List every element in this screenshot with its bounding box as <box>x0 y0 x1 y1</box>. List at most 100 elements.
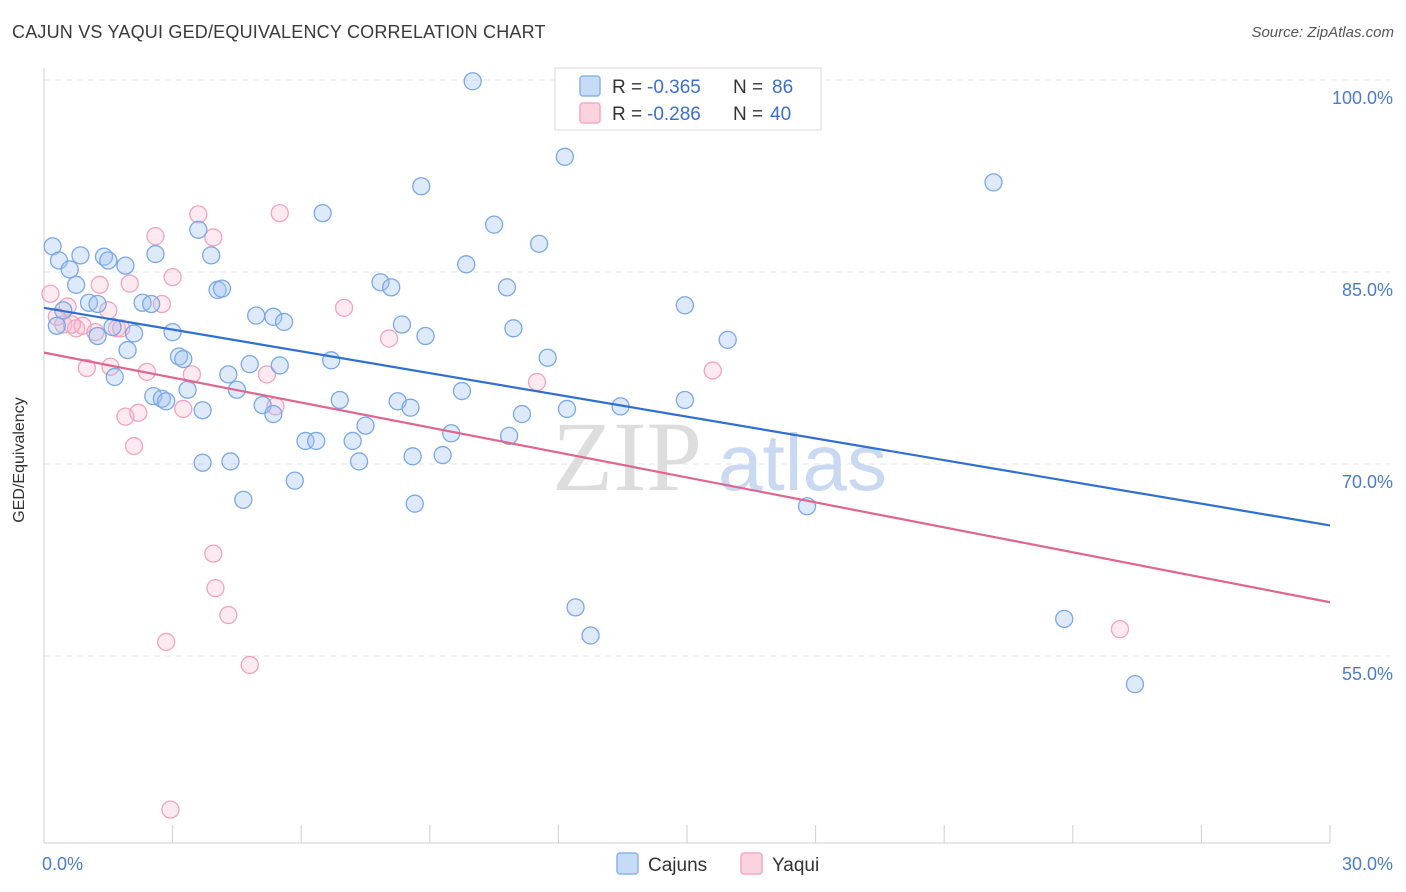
cajuns-point-85 <box>47 316 67 335</box>
cajuns-point-44 <box>296 431 315 451</box>
yaqui-trendline <box>43 351 1331 604</box>
cajuns-point-74 <box>555 147 574 166</box>
cajuns-point-37 <box>270 356 289 375</box>
cajuns-point-69 <box>497 278 517 297</box>
cajuns-point-25 <box>157 392 176 411</box>
cajuns-point-66 <box>484 215 504 234</box>
yaqui-point-8 <box>90 275 109 294</box>
cajuns-point-78 <box>675 296 695 315</box>
cajuns-point-76 <box>581 626 600 645</box>
cajuns-point-26 <box>193 401 212 420</box>
cajuns-point-50 <box>349 452 369 471</box>
cajuns-point-79 <box>675 390 695 410</box>
legend-yaqui-r-label: R = <box>612 104 642 125</box>
cajuns-point-49 <box>343 431 362 451</box>
cajuns-point-30 <box>212 279 232 298</box>
cajuns-point-27 <box>189 220 208 239</box>
cajuns-point-38 <box>274 312 294 332</box>
yaqui-point-0 <box>41 284 60 303</box>
chart-title: CAJUN VS YAQUI GED/EQUIVALENCY CORRELATI… <box>12 22 546 42</box>
yaqui-point-29 <box>257 365 277 384</box>
legend-swatch-yaqui <box>579 102 601 124</box>
cajuns-points <box>43 72 1145 694</box>
cajuns-point-57 <box>403 447 422 466</box>
cajuns-point-84 <box>1125 675 1145 694</box>
cajuns-point-58 <box>405 494 424 513</box>
legend-cajuns-r-label: R = <box>612 77 642 98</box>
legend-cajuns-n-value: 86 <box>772 77 793 98</box>
yaqui-point-36 <box>1110 619 1130 639</box>
yaqui-point-24 <box>204 544 223 563</box>
yaqui-point-13 <box>120 274 139 293</box>
x-tick-labels: 0.0% 30.0% <box>42 854 1393 874</box>
yaqui-point-31 <box>270 203 289 223</box>
cajuns-point-72 <box>538 348 557 367</box>
cajuns-point-9 <box>116 256 135 275</box>
yaqui-point-38 <box>62 315 82 334</box>
cajuns-point-59 <box>412 177 431 196</box>
y-tick-label-1: 85.0% <box>1342 280 1393 300</box>
watermark-atlas: atlas <box>718 418 887 507</box>
y-tick-labels: 100.0% 85.0% 70.0% 55.0% <box>1332 88 1393 684</box>
cajuns-point-56 <box>401 398 420 417</box>
legend-yaqui-n-label: N = <box>733 104 763 125</box>
yaqui-point-19 <box>163 267 182 287</box>
cajuns-point-8 <box>99 251 118 270</box>
cajuns-point-83 <box>1055 609 1074 629</box>
cajuns-point-65 <box>463 72 482 91</box>
yaqui-point-15 <box>129 403 148 422</box>
cajuns-point-55 <box>392 315 412 334</box>
yaqui-point-26 <box>219 605 238 625</box>
cajuns-point-14 <box>124 324 144 343</box>
cajuns-point-64 <box>457 255 476 274</box>
cajuns-point-3 <box>67 275 86 294</box>
cajuns-point-28 <box>202 246 221 265</box>
cajuns-point-53 <box>382 278 401 297</box>
yaqui-point-25 <box>206 579 225 598</box>
cajuns-point-52 <box>371 273 390 292</box>
x-tick-label-0: 0.0% <box>42 854 83 874</box>
trendlines <box>43 306 1331 604</box>
cajuns-point-2 <box>60 260 79 279</box>
bottom-legend-cajuns: Cajuns <box>648 855 707 876</box>
cajuns-point-70 <box>512 404 532 424</box>
legend-swatch-cajuns <box>579 75 601 97</box>
cajuns-point-60 <box>416 326 435 346</box>
cajuns-trendline <box>43 306 1331 527</box>
yaqui-point-28 <box>240 655 259 675</box>
bottom-legend-swatch-cajuns <box>616 852 639 875</box>
bottom-legend: Cajuns Yaqui <box>616 852 819 876</box>
cajuns-point-45 <box>307 431 326 451</box>
cajuns-point-61 <box>433 445 452 465</box>
bottom-legend-yaqui: Yaqui <box>772 855 819 876</box>
cajuns-point-63 <box>452 381 472 401</box>
yaqui-point-34 <box>527 372 547 392</box>
cajuns-point-73 <box>557 399 577 419</box>
cajuns-point-42 <box>234 490 253 509</box>
yaqui-point-27 <box>157 632 176 652</box>
cajuns-point-6 <box>88 294 107 314</box>
cajuns-point-82 <box>984 173 1003 192</box>
cajuns-point-21 <box>174 349 193 369</box>
cajuns-point-43 <box>285 471 304 490</box>
yaqui-point-33 <box>379 329 399 348</box>
cajuns-point-80 <box>718 330 737 349</box>
cajuns-point-33 <box>240 355 259 374</box>
yaqui-point-23 <box>204 228 223 247</box>
yaqui-points <box>41 203 1130 819</box>
legend-cajuns-n-label: N = <box>733 77 763 98</box>
cajuns-point-16 <box>105 367 124 387</box>
yaqui-point-32 <box>334 298 354 317</box>
yaqui-point-17 <box>146 227 165 246</box>
yaqui-point-14 <box>124 436 144 456</box>
cajuns-point-15 <box>118 340 137 360</box>
chart-source: Source: ZipAtlas.com <box>1251 24 1394 41</box>
y-tick-label-0: 100.0% <box>1332 88 1393 108</box>
cajuns-point-36 <box>264 307 283 326</box>
yaqui-point-22 <box>189 205 208 224</box>
watermark: ZIP atlas <box>552 401 887 512</box>
yaqui-point-37 <box>161 800 180 819</box>
legend-yaqui-r-value: -0.286 <box>647 104 701 125</box>
cajuns-point-4 <box>71 246 90 265</box>
cajuns-point-46 <box>313 203 332 223</box>
